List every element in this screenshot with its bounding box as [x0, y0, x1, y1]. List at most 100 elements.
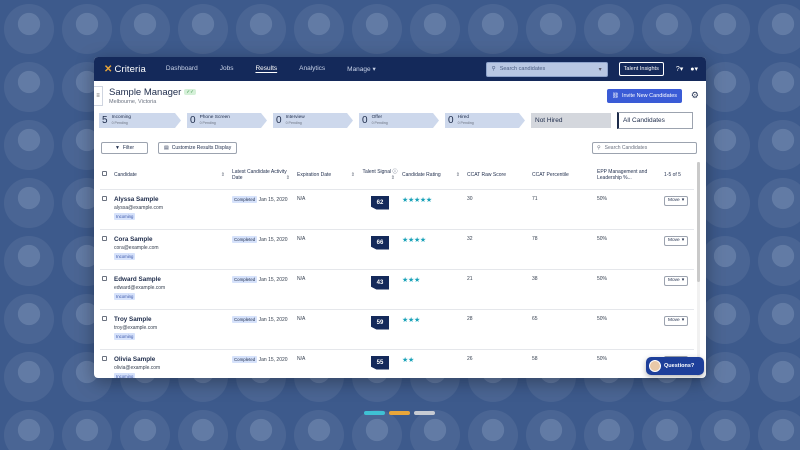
candidate-name[interactable]: Troy Sample [114, 315, 152, 323]
background-face [700, 236, 750, 286]
background-face [410, 4, 460, 54]
ccat-raw-score: 30 [467, 195, 473, 202]
info-icon[interactable]: ⓘ [392, 168, 398, 175]
stage-hired[interactable]: 0 Hired 0 Pending [445, 113, 525, 128]
gear-icon[interactable]: ⚙ [690, 90, 699, 100]
ccat-pct-cell: 38 [530, 269, 595, 310]
criteria-logo[interactable]: ✕ Criteria [104, 64, 146, 75]
activity-date: Jan 15, 2020 [258, 276, 288, 283]
status-badge: Completed [232, 235, 258, 243]
col-raw-label: CCAT Raw Score [467, 171, 506, 178]
global-search-input[interactable]: ⚲ Search candidates ▾ [485, 61, 608, 77]
table-row[interactable]: Edward Sample edward@example.com Incoming C… [100, 269, 694, 310]
stage-text: Phone Screen 0 Pending [200, 116, 230, 125]
expiration-date: N/A [297, 275, 306, 282]
chevron-down-icon: ▾ [681, 238, 685, 243]
nav-link-analytics[interactable]: Analytics [299, 65, 326, 72]
col-expiration-label: Expiration Date [297, 171, 332, 178]
background-face [4, 294, 54, 344]
side-menu-toggle[interactable]: ≡ [94, 85, 103, 106]
expiration-date: N/A [297, 355, 306, 362]
table-row[interactable]: Alyssa Sample alyssa@example.com Incoming C… [100, 189, 694, 230]
star-rating-icon[interactable]: ★★★ [402, 276, 420, 284]
carousel-dot[interactable] [364, 411, 385, 415]
col-ccat-pct[interactable]: CCAT Percentile [530, 162, 595, 190]
move-button[interactable]: Move▾ [664, 195, 689, 206]
table-row[interactable]: Olivia Sample olivia@example.com Incoming C… [100, 349, 694, 378]
stage-interview[interactable]: 0 Interview 0 Pending [273, 113, 353, 128]
table-row[interactable]: Troy Sample troy@example.com Incoming Compl… [100, 309, 694, 350]
star-rating-icon[interactable]: ★★★★ [402, 236, 426, 244]
nav-link-results[interactable]: Results [255, 65, 278, 72]
stage-not-hired[interactable]: Not Hired [531, 113, 611, 128]
help-icon[interactable]: ?▾ [675, 66, 684, 73]
nav-link-dashboard[interactable]: Dashboard [165, 65, 198, 72]
col-rating[interactable]: Candidate Rating ⇕ [400, 162, 465, 190]
stage-name: Incoming [111, 114, 132, 120]
sort-icon[interactable]: ⇕ [285, 175, 290, 182]
col-talent-signal[interactable]: Talent Signal ⓘ ⇕ [360, 162, 400, 190]
user-avatar-icon[interactable]: ●▾ [690, 66, 698, 73]
star-rating-icon[interactable]: ★★★ [402, 316, 420, 324]
col-expiration[interactable]: Expiration Date ⇕ [295, 162, 360, 190]
candidate-name[interactable]: Cora Sample [114, 235, 153, 243]
candidate-search-input[interactable]: ⚲ Search Candidates [592, 142, 697, 154]
stage-phone-screen[interactable]: 0 Phone Screen 0 Pending [187, 113, 267, 128]
stage-text: Incoming 0 Pending [112, 116, 131, 125]
filter-label: Filter [122, 145, 135, 151]
stage-name: Phone Screen [199, 114, 230, 120]
star-rating-icon[interactable]: ★★ [402, 356, 414, 364]
col-candidate-label: Candidate [114, 171, 137, 178]
stage-name: Interview [285, 114, 305, 120]
background-face [178, 410, 228, 450]
col-ccat-raw[interactable]: CCAT Raw Score [465, 162, 530, 190]
customize-results-button[interactable]: ▤ Customize Results Display [158, 142, 238, 154]
talent-signal-cell: 62 [360, 189, 400, 230]
move-button[interactable]: Move▾ [664, 275, 689, 286]
sort-icon[interactable]: ⇕ [350, 171, 355, 178]
row-checkbox[interactable] [102, 355, 107, 361]
star-rating-icon[interactable]: ★★★★★ [402, 196, 432, 204]
background-face [468, 410, 518, 450]
row-checkbox[interactable] [102, 235, 107, 241]
stage-offer[interactable]: 0 Offer 0 Pending [359, 113, 439, 128]
candidate-name[interactable]: Alyssa Sample [114, 195, 159, 203]
activity-cell: Completed Jan 15, 2020 [230, 309, 295, 350]
col-candidate[interactable]: Candidate ⇕ [112, 162, 230, 190]
sort-icon[interactable]: ⇕ [455, 171, 460, 178]
talent-insights-button[interactable]: Talent Insights [618, 62, 664, 76]
carousel-dot[interactable] [389, 411, 410, 415]
stage-all-candidates[interactable]: All Candidates [617, 112, 693, 129]
move-button[interactable]: Move▾ [664, 315, 689, 326]
row-checkbox[interactable] [102, 195, 107, 201]
hamburger-icon: ≡ [96, 92, 100, 99]
row-select-cell [100, 189, 112, 230]
select-all-checkbox[interactable] [102, 171, 107, 177]
table-scrollbar-thumb[interactable] [697, 162, 700, 282]
epp-score: 50% [597, 275, 608, 282]
sort-icon[interactable]: ⇕ [220, 171, 225, 178]
stage-incoming[interactable]: 5 Incoming 0 Pending [99, 113, 181, 128]
table-row[interactable]: Cora Sample cora@example.com Incoming Compl… [100, 229, 694, 270]
invite-candidates-button[interactable]: ⛓ Invite New Candidates [606, 89, 682, 103]
questions-chat-button[interactable]: Questions? [646, 357, 704, 375]
expiration-cell: N/A [295, 229, 360, 270]
move-button[interactable]: Move▾ [664, 235, 689, 246]
col-activity-date[interactable]: Latest Candidate Activity Date ⇕ [230, 162, 295, 190]
results-table-container: Candidate ⇕ Latest Candidate Activity Dat… [100, 162, 694, 378]
nav-link-manage[interactable]: Manage ▾ [347, 66, 376, 73]
candidate-name[interactable]: Edward Sample [114, 275, 161, 283]
status-badge: Completed [232, 355, 258, 363]
nav-link-jobs[interactable]: Jobs [219, 65, 234, 72]
ccat-percentile: 78 [532, 235, 538, 242]
carousel-dot[interactable] [414, 411, 435, 415]
epp-score: 50% [597, 355, 608, 362]
filter-button[interactable]: ▼ Filter [101, 142, 148, 154]
talent-signal-cell: 43 [360, 269, 400, 310]
candidate-name[interactable]: Olivia Sample [114, 355, 156, 363]
sort-icon[interactable]: ⇕ [390, 175, 395, 182]
row-checkbox[interactable] [102, 275, 107, 281]
col-epp[interactable]: EPP Management and Leadership %... [595, 162, 662, 190]
background-face [4, 410, 54, 450]
row-checkbox[interactable] [102, 315, 107, 321]
